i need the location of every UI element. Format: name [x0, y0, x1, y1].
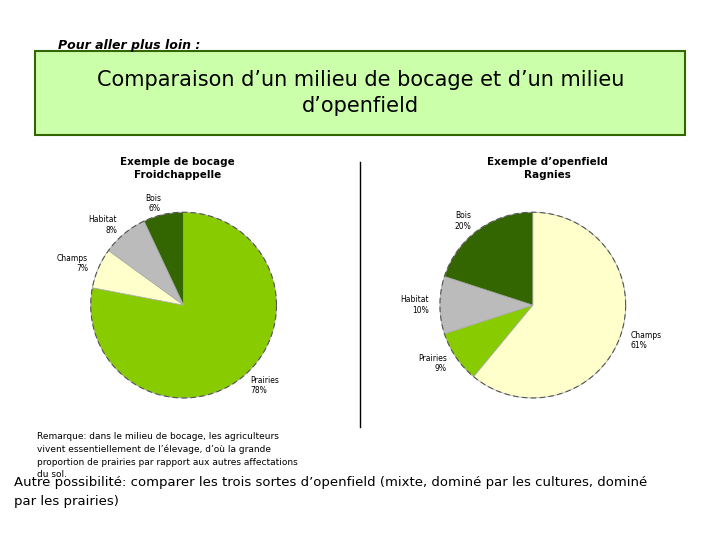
Text: Habitat
8%: Habitat 8%: [89, 215, 117, 235]
Text: Habitat
10%: Habitat 10%: [400, 295, 429, 315]
Text: Ragnies: Ragnies: [524, 170, 572, 180]
Text: Autre possibilité: comparer les trois sortes d’openfield (mixte, dominé par les : Autre possibilité: comparer les trois so…: [14, 476, 648, 508]
Text: Froidchappelle: Froidchappelle: [134, 170, 222, 180]
Wedge shape: [440, 276, 533, 334]
Text: Champs
61%: Champs 61%: [631, 330, 662, 350]
Text: Exemple de bocage: Exemple de bocage: [120, 157, 235, 167]
FancyBboxPatch shape: [35, 51, 685, 135]
Text: Prairies
78%: Prairies 78%: [250, 375, 279, 395]
Text: Exemple d’openfield: Exemple d’openfield: [487, 157, 608, 167]
Text: Bois
20%: Bois 20%: [455, 211, 472, 231]
Text: Comparaison d’un milieu de bocage et d’un milieu
d’openfield: Comparaison d’un milieu de bocage et d’u…: [96, 70, 624, 116]
Text: Champs
7%: Champs 7%: [57, 254, 88, 273]
Wedge shape: [444, 305, 533, 377]
Text: Remarque: dans le milieu de bocage, les agriculteurs
vivent essentiellement de l: Remarque: dans le milieu de bocage, les …: [37, 432, 298, 480]
Text: Pour aller plus loin :: Pour aller plus loin :: [58, 39, 200, 52]
Wedge shape: [144, 212, 184, 305]
Wedge shape: [92, 251, 184, 305]
Wedge shape: [109, 221, 184, 305]
Text: Prairies
9%: Prairies 9%: [418, 354, 447, 373]
Text: Bois
6%: Bois 6%: [145, 194, 161, 213]
Wedge shape: [444, 212, 533, 305]
Wedge shape: [474, 212, 626, 398]
Wedge shape: [91, 212, 276, 398]
